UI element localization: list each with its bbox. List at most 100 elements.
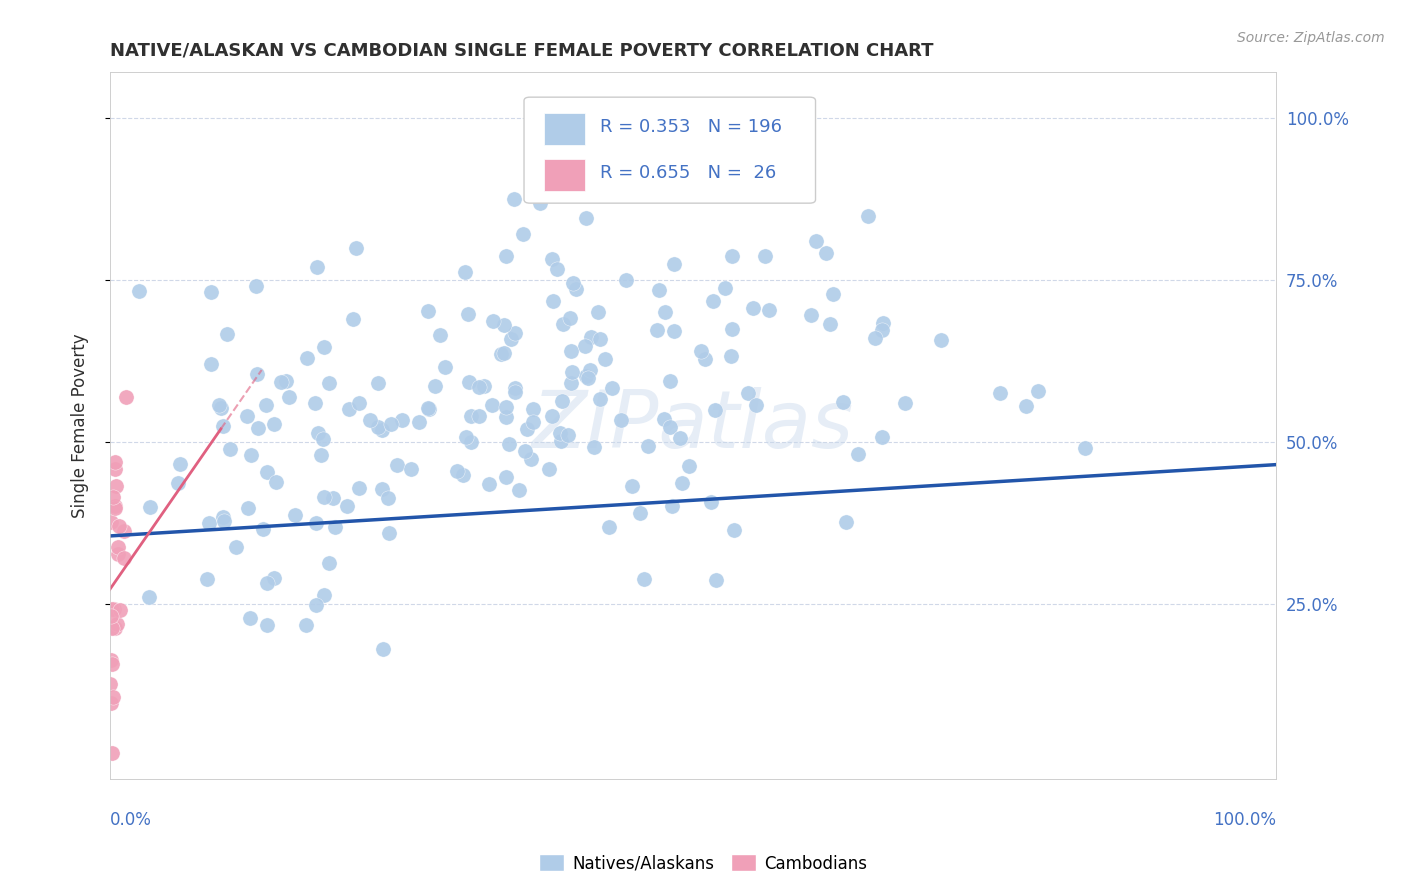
Point	[820, 317, 842, 331]
Point	[758, 303, 780, 318]
Text: Source: ZipAtlas.com: Source: ZipAtlas.com	[1237, 31, 1385, 45]
Point	[664, 257, 686, 271]
Point	[693, 351, 716, 366]
Point	[295, 351, 318, 365]
Point	[256, 465, 278, 479]
Point	[561, 277, 583, 291]
Point	[346, 241, 368, 255]
Point	[620, 479, 643, 493]
Point	[294, 618, 316, 632]
Point	[503, 381, 526, 395]
Point	[540, 409, 562, 424]
Point	[197, 572, 219, 586]
Point	[108, 603, 131, 617]
Point	[337, 402, 360, 417]
Point	[495, 249, 517, 263]
Point	[745, 398, 768, 412]
Point	[610, 412, 633, 426]
Point	[238, 501, 260, 516]
Point	[1026, 384, 1049, 398]
Point	[101, 622, 124, 636]
Point	[560, 311, 582, 326]
Point	[579, 362, 602, 376]
Point	[513, 444, 536, 458]
Text: ZIPatlas: ZIPatlas	[531, 387, 855, 465]
Point	[200, 357, 222, 371]
Point	[254, 398, 277, 412]
Point	[454, 264, 477, 278]
Point	[312, 490, 335, 504]
Point	[100, 609, 122, 624]
Point	[247, 420, 270, 434]
Point	[284, 508, 307, 523]
Point	[495, 400, 517, 414]
Point	[107, 519, 129, 533]
Point	[541, 293, 564, 308]
Point	[101, 490, 124, 504]
Point	[614, 272, 637, 286]
Point	[557, 428, 579, 442]
Point	[472, 379, 495, 393]
Point	[208, 398, 231, 412]
Point	[929, 333, 952, 347]
Point	[371, 642, 394, 657]
Point	[870, 323, 893, 337]
Point	[561, 365, 583, 379]
Point	[690, 343, 713, 358]
Point	[565, 282, 588, 296]
Point	[367, 420, 389, 434]
Point	[377, 491, 399, 506]
Point	[336, 500, 359, 514]
Point	[553, 318, 575, 332]
Point	[318, 376, 340, 390]
Point	[495, 470, 517, 484]
Point	[522, 402, 544, 417]
Point	[863, 331, 886, 345]
Text: 100.0%: 100.0%	[1213, 811, 1277, 829]
Point	[322, 491, 344, 505]
Point	[107, 547, 129, 561]
Point	[598, 520, 620, 534]
Point	[519, 452, 541, 467]
Point	[100, 696, 122, 710]
Point	[245, 278, 267, 293]
Point	[662, 325, 685, 339]
Point	[239, 611, 262, 625]
Point	[723, 523, 745, 537]
Text: 0.0%: 0.0%	[110, 811, 152, 829]
Point	[103, 690, 125, 704]
Point	[576, 371, 599, 385]
Point	[699, 495, 721, 509]
Point	[371, 423, 394, 437]
Point	[481, 398, 503, 412]
Point	[550, 434, 572, 449]
Point	[263, 417, 285, 431]
Point	[305, 598, 328, 612]
Y-axis label: Single Female Poverty: Single Female Poverty	[72, 334, 89, 518]
Point	[546, 262, 568, 277]
Point	[256, 618, 278, 632]
Point	[209, 401, 232, 415]
Point	[307, 425, 329, 440]
Point	[720, 249, 742, 263]
Point	[468, 409, 491, 424]
Point	[105, 616, 128, 631]
Point	[318, 556, 340, 570]
Point	[246, 367, 269, 381]
Point	[560, 376, 582, 390]
Point	[529, 196, 551, 211]
Point	[367, 376, 389, 390]
Point	[679, 162, 702, 177]
Point	[100, 516, 122, 530]
Point	[457, 307, 479, 321]
Point	[104, 454, 127, 468]
Point	[720, 349, 742, 363]
Point	[128, 285, 150, 299]
Point	[263, 571, 285, 585]
Point	[347, 481, 370, 495]
Point	[256, 575, 278, 590]
Point	[104, 499, 127, 513]
Point	[167, 476, 190, 491]
Point	[516, 422, 538, 436]
Point	[342, 311, 364, 326]
